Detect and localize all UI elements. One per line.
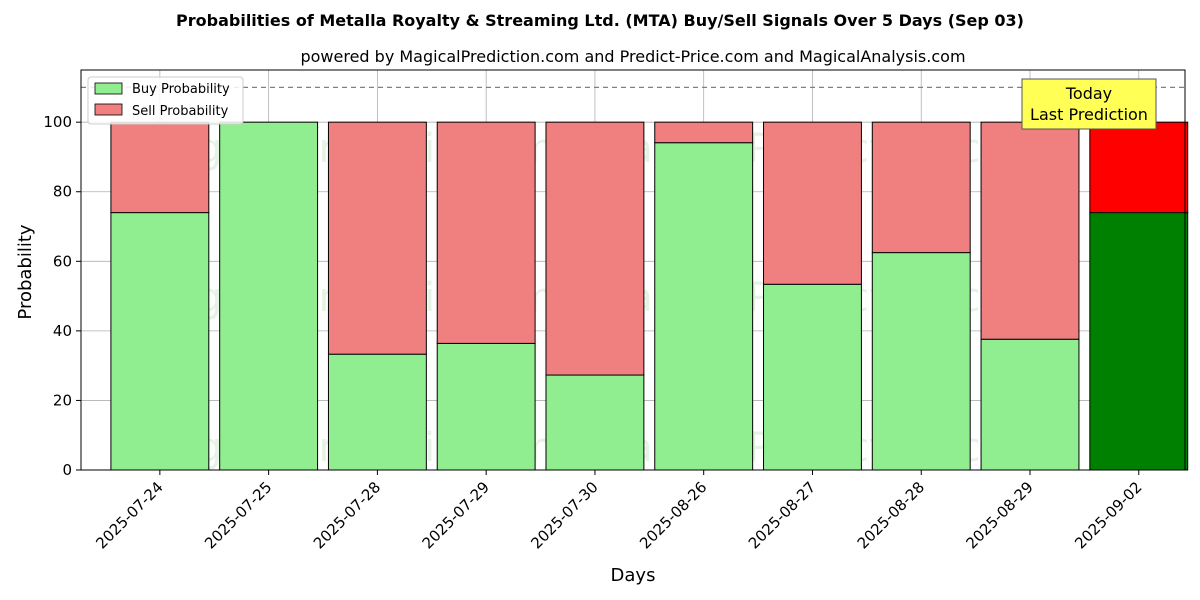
x-tick-label: 2025-08-28 xyxy=(854,478,928,552)
bar-buy xyxy=(110,212,210,471)
bar-buy xyxy=(327,353,427,471)
y-tick-label: 80 xyxy=(53,183,72,201)
bar-buy xyxy=(654,142,754,471)
y-axis-label: Probability xyxy=(15,224,36,319)
bar-sell xyxy=(1089,121,1189,214)
bar-buy xyxy=(980,338,1080,471)
bar-sell xyxy=(327,121,427,355)
y-tick-label: 20 xyxy=(53,391,72,409)
bar-buy xyxy=(763,283,862,471)
bar-buy xyxy=(436,342,536,471)
y-tick-label: 0 xyxy=(62,461,72,479)
today-annotation-line1: Today xyxy=(1065,84,1112,103)
legend-label-sell: Sell Probability xyxy=(132,104,229,119)
y-tick-label: 40 xyxy=(53,322,72,340)
bar-sell xyxy=(980,121,1080,340)
bar-sell xyxy=(654,121,754,144)
legend-swatch-buy xyxy=(94,82,123,95)
x-tick-label: 2025-07-24 xyxy=(92,478,166,552)
chart-subtitle: powered by MagicalPrediction.com and Pre… xyxy=(300,47,965,66)
chart-title: Probabilities of Metalla Royalty & Strea… xyxy=(176,11,1024,30)
legend-label-buy: Buy Probability xyxy=(132,82,230,97)
today-annotation: Today Last Prediction xyxy=(1021,78,1157,130)
legend-swatch-sell xyxy=(94,103,123,116)
bar-buy xyxy=(1089,212,1189,471)
bar-sell xyxy=(545,121,645,376)
plot-frame xyxy=(80,69,1186,471)
x-tick-label: 2025-07-28 xyxy=(310,478,384,552)
y-axis: 0 20 40 60 80 100 xyxy=(43,113,81,479)
bar-sell xyxy=(871,121,971,254)
bar-sell xyxy=(110,121,210,214)
today-annotation-line2: Last Prediction xyxy=(1030,105,1148,124)
bars-layer xyxy=(110,121,1189,471)
legend-frame xyxy=(87,76,244,125)
x-tick-label: 2025-07-25 xyxy=(201,478,275,552)
legend: Buy Probability Sell Probability xyxy=(87,76,244,125)
y-tick-label: 60 xyxy=(53,252,72,270)
bar-sell xyxy=(763,121,862,285)
x-axis: 2025-07-24 2025-07-25 2025-07-28 2025-07-29… xyxy=(92,470,1146,552)
x-tick-label: 2025-08-27 xyxy=(745,478,819,552)
y-tick-label: 100 xyxy=(43,113,72,131)
x-axis-label: Days xyxy=(611,565,656,586)
bar-buy xyxy=(545,374,645,471)
today-annotation-box xyxy=(1021,78,1157,130)
x-tick-label: 2025-09-02 xyxy=(1071,478,1145,552)
bar-buy xyxy=(871,252,971,471)
x-tick-label: 2025-08-29 xyxy=(962,478,1036,552)
x-tick-label: 2025-08-26 xyxy=(636,478,710,552)
x-tick-label: 2025-07-29 xyxy=(419,478,493,552)
bar-sell xyxy=(436,121,536,344)
bar-buy xyxy=(219,121,319,471)
x-tick-label: 2025-07-30 xyxy=(527,478,601,552)
